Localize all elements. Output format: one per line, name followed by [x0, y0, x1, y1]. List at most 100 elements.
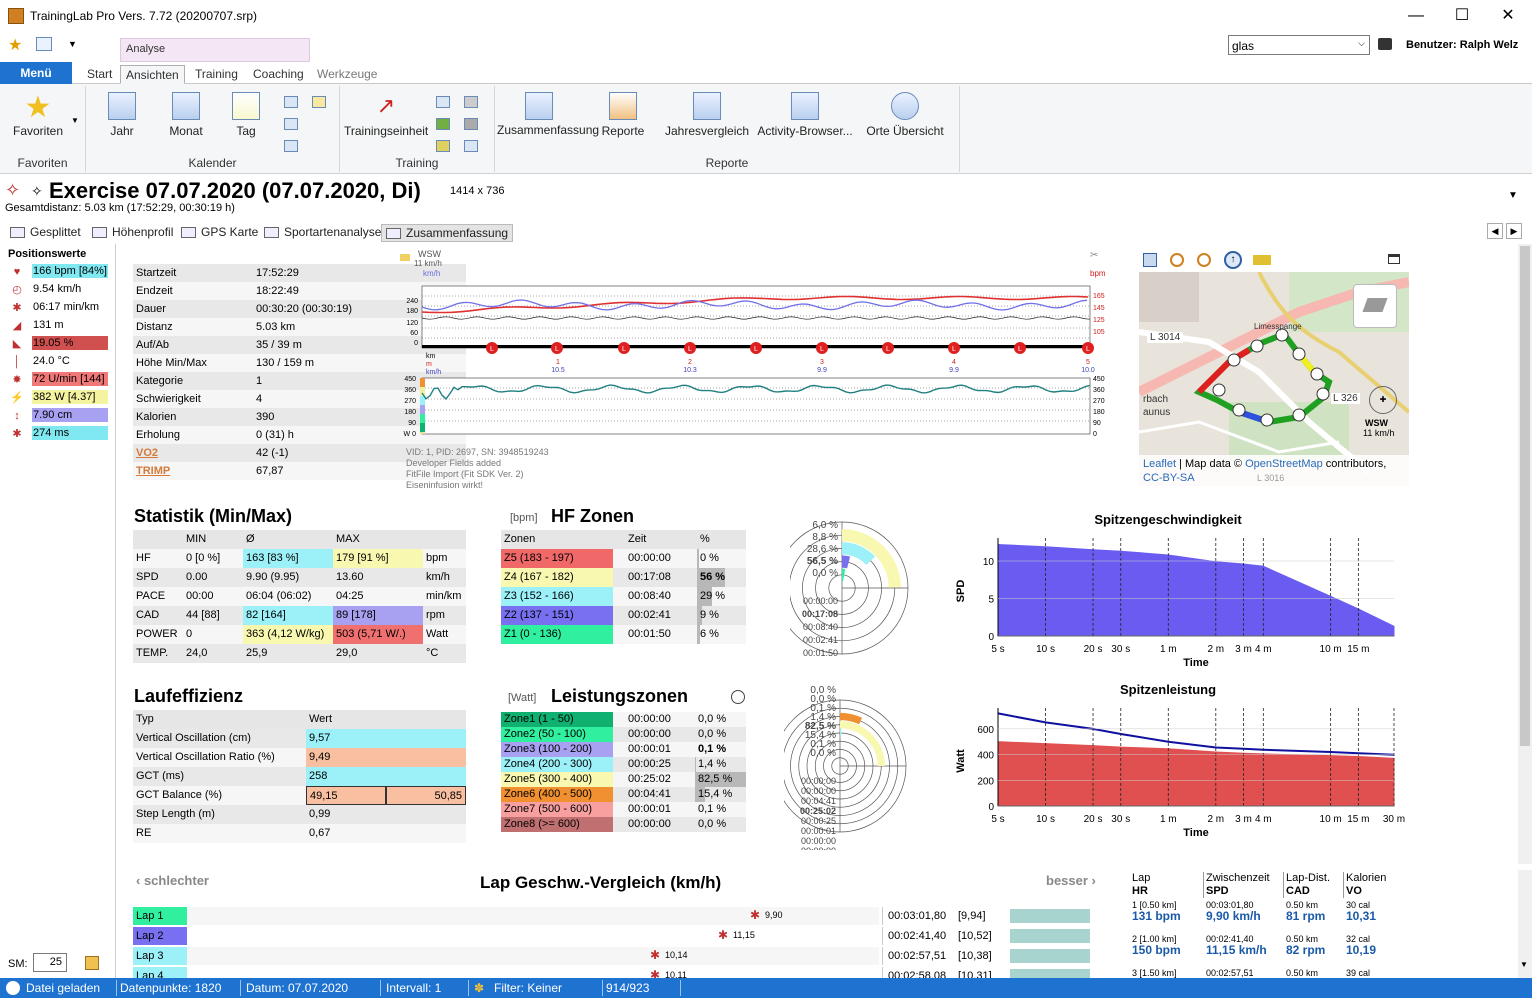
lap-marker[interactable]: L: [882, 342, 894, 354]
slope-icon[interactable]: [1253, 255, 1271, 265]
select-icon[interactable]: [1143, 253, 1157, 267]
app-icon: [8, 8, 24, 24]
maximize-button[interactable]: ☐: [1454, 7, 1470, 24]
scroll-thumb[interactable]: [1520, 246, 1530, 746]
monat-button[interactable]: Monat: [166, 92, 206, 138]
lock-icon[interactable]: [85, 956, 99, 970]
list-icon[interactable]: [284, 96, 298, 108]
camera-icon[interactable]: [1378, 38, 1392, 50]
scrollbar[interactable]: ▼: [1518, 870, 1532, 978]
zusammenfassung-button[interactable]: Zusammenfassung: [497, 92, 599, 137]
orte-uebersicht-label: Orte Übersicht: [866, 124, 944, 138]
search-combo[interactable]: glas ⌵: [1228, 35, 1370, 55]
settings-icon[interactable]: ✂: [1090, 250, 1098, 261]
minimize-button[interactable]: —: [1408, 7, 1424, 24]
jahresvergleich-button[interactable]: Jahresvergleich: [665, 92, 749, 138]
scrollbar-vertical[interactable]: [1518, 244, 1532, 864]
chevron-down-icon[interactable]: ▼: [1508, 190, 1518, 201]
layers-button[interactable]: [1353, 284, 1397, 328]
zone-bar: [697, 625, 700, 644]
tab-coaching[interactable]: Coaching: [253, 67, 304, 81]
leaflet-link[interactable]: Leaflet: [1143, 458, 1177, 470]
lap-marker[interactable]: L: [750, 342, 762, 354]
chevron-left-icon[interactable]: ◀: [1487, 223, 1503, 239]
screen-icon[interactable]: [464, 140, 478, 152]
tag-button[interactable]: Tag: [226, 92, 266, 138]
tab-hoehenprofil[interactable]: Höhenprofil: [88, 224, 177, 242]
chevron-down-icon[interactable]: ▼: [71, 116, 79, 125]
search-doc-icon[interactable]: [36, 37, 52, 51]
star-icon[interactable]: ★: [8, 37, 23, 54]
lap-value: 10,19: [1346, 943, 1377, 957]
export-icon[interactable]: [284, 140, 298, 152]
close-button[interactable]: ✕: [1501, 7, 1515, 24]
lap-marker[interactable]: L: [684, 342, 696, 354]
status-filter[interactable]: Filter: Keiner: [494, 981, 563, 995]
arrow-up-icon[interactable]: ↑: [1224, 251, 1242, 269]
lap-marker[interactable]: L: [551, 342, 563, 354]
grid-icon[interactable]: [284, 118, 298, 130]
zoom-in-icon[interactable]: [1170, 253, 1184, 267]
radial-pct: 28,6 %: [807, 544, 838, 555]
lap-cell: 00:02:41,40: [1206, 934, 1254, 944]
spitzengeschwindigkeit-chart[interactable]: Spitzengeschwindigkeit SPD Time 0 5 10 5 s 10 s…: [950, 508, 1410, 670]
lzone-row: Zone4 (200 - 300) 00:00:25 1,4 %: [501, 757, 746, 772]
tab-zusammenfassung[interactable]: Zusammenfassung: [381, 224, 514, 242]
trainingseinheit-button[interactable]: ↗ Trainingseinheit: [344, 92, 428, 138]
reporte-button[interactable]: Reporte: [595, 92, 651, 138]
series-area: [997, 543, 1395, 637]
sm-input[interactable]: 25: [33, 953, 67, 972]
zoom-out-icon[interactable]: [1197, 253, 1211, 267]
orte-uebersicht-button[interactable]: Orte Übersicht: [865, 92, 945, 138]
maximize-icon[interactable]: [1388, 254, 1400, 264]
slope-icon[interactable]: [436, 140, 450, 152]
lap-marker[interactable]: L: [1082, 342, 1094, 354]
x-tick: 30 s: [1111, 814, 1130, 825]
lap-marker[interactable]: L: [816, 342, 828, 354]
lap-marker[interactable]: L: [618, 342, 630, 354]
zone-strip-segment: [420, 378, 425, 387]
favoriten-button[interactable]: ★ Favoriten: [8, 92, 68, 139]
disk-icon[interactable]: [464, 118, 478, 130]
gps-map[interactable]: L 3014 Limesspange L 326 rbach aunus ✚ W…: [1139, 272, 1409, 486]
camera-icon[interactable]: [464, 96, 478, 108]
tab-sportartenanalyse[interactable]: Sportartenanalyse: [260, 224, 385, 242]
clock-icon[interactable]: [731, 690, 745, 704]
license-link[interactable]: CC-BY-SA: [1143, 472, 1194, 484]
radial-time: 00:17:08: [802, 609, 838, 619]
lap-marker[interactable]: L: [948, 342, 960, 354]
chevron-right-icon[interactable]: ▶: [1506, 223, 1522, 239]
lap-marker[interactable]: L: [486, 342, 498, 354]
summary-key[interactable]: TRIMP: [133, 462, 253, 480]
zone-pct: 0,0 %: [698, 713, 727, 725]
report-chart-icon: [609, 92, 637, 120]
tab-training[interactable]: Training: [195, 67, 238, 81]
menu-button[interactable]: Menü: [0, 62, 72, 84]
lap-marker[interactable]: L: [1014, 342, 1026, 354]
note-icon[interactable]: [312, 96, 326, 108]
header-cell: [423, 530, 466, 549]
column-chart-icon[interactable]: [436, 118, 450, 130]
chevron-down-icon[interactable]: ▼: [1520, 960, 1528, 969]
tab-gesplittet[interactable]: Gesplittet: [6, 224, 85, 242]
osm-link[interactable]: OpenStreetMap: [1245, 458, 1323, 470]
bar-chart-icon[interactable]: [436, 96, 450, 108]
header-cell: MAX: [336, 533, 360, 545]
runner-icon: ✱: [12, 302, 22, 314]
tab-werkzeuge[interactable]: Werkzeuge: [317, 67, 378, 81]
stat-avg: 363 (4,12 W/kg): [243, 625, 333, 644]
tab-gps-karte[interactable]: GPS Karte: [177, 224, 262, 242]
qat-dropdown-icon[interactable]: ▼: [68, 39, 77, 49]
tab-ansichten[interactable]: Ansichten: [120, 65, 185, 84]
svg-text:L: L: [952, 346, 956, 353]
sm-value: 25: [49, 956, 62, 968]
summary-key[interactable]: VO2: [133, 444, 253, 462]
tab-start[interactable]: Start: [87, 67, 113, 81]
stat-max: 179 [91 %]: [333, 549, 423, 568]
stat-min: 0: [186, 628, 193, 640]
spitzenleistung-chart[interactable]: Spitzenleistung Watt Time 0 200 400 600 5 s 10 s…: [950, 678, 1410, 840]
jahr-button[interactable]: Jahr: [102, 92, 142, 138]
x-tick: 5: [1086, 359, 1090, 366]
activity-browser-button[interactable]: Activity-Browser...: [757, 92, 853, 138]
